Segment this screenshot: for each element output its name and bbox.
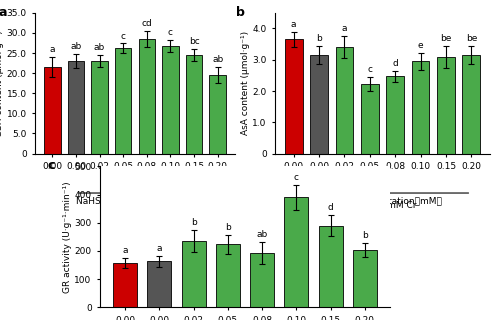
Text: a: a <box>342 24 347 33</box>
Bar <box>361 84 378 154</box>
Text: d: d <box>328 203 334 212</box>
Y-axis label: AsA content (μmol·g⁻¹): AsA content (μmol·g⁻¹) <box>240 31 250 135</box>
Text: ab: ab <box>70 42 82 51</box>
Bar <box>336 47 353 154</box>
Text: a: a <box>50 45 55 54</box>
Text: c: c <box>120 32 126 41</box>
Bar <box>437 57 455 154</box>
Text: a: a <box>156 244 162 253</box>
Bar <box>250 253 274 307</box>
Text: c: c <box>294 173 299 182</box>
Bar <box>182 241 206 307</box>
Text: bc: bc <box>188 37 200 46</box>
Text: cd: cd <box>142 19 152 28</box>
Text: a: a <box>0 6 8 19</box>
Bar <box>210 75 226 154</box>
Bar <box>386 76 404 154</box>
Bar <box>186 55 202 154</box>
Bar <box>353 250 377 307</box>
Bar <box>92 61 108 154</box>
Y-axis label: GSH content (μmol·g⁻¹): GSH content (μmol·g⁻¹) <box>0 30 4 137</box>
Text: c: c <box>48 159 55 172</box>
Text: be: be <box>440 35 452 44</box>
Bar <box>113 263 137 307</box>
Text: c: c <box>168 28 173 37</box>
Bar <box>216 244 240 307</box>
Text: c: c <box>368 65 372 75</box>
Bar <box>412 61 430 154</box>
Text: b: b <box>236 6 245 19</box>
Bar <box>148 261 172 307</box>
Text: e: e <box>418 41 424 50</box>
Bar <box>318 226 342 307</box>
Bar <box>115 48 132 154</box>
Text: a: a <box>291 20 296 29</box>
Bar <box>284 197 308 307</box>
Y-axis label: GR activity (U·g⁻¹·min⁻¹): GR activity (U·g⁻¹·min⁻¹) <box>62 181 72 292</box>
Bar <box>44 67 60 154</box>
Text: +2mM Cr: +2mM Cr <box>126 202 168 211</box>
Bar <box>68 61 84 154</box>
Text: b: b <box>191 218 196 227</box>
Bar <box>462 55 480 154</box>
Text: be: be <box>466 34 477 43</box>
Text: b: b <box>316 35 322 44</box>
Text: ab: ab <box>212 55 224 64</box>
X-axis label: NaHS concentration（mM）: NaHS concentration（mM） <box>76 196 194 205</box>
Text: b: b <box>362 231 368 240</box>
Bar <box>310 55 328 154</box>
Text: d: d <box>392 59 398 68</box>
Text: a: a <box>122 246 128 255</box>
Text: b: b <box>225 223 231 232</box>
Text: ab: ab <box>256 230 268 239</box>
Bar <box>162 46 178 154</box>
Text: +2mM Cr: +2mM Cr <box>374 202 416 211</box>
Bar <box>285 39 302 154</box>
Text: ab: ab <box>94 43 105 52</box>
X-axis label: NaHS concentration（mM）: NaHS concentration（mM） <box>324 196 442 205</box>
Bar <box>138 39 155 154</box>
